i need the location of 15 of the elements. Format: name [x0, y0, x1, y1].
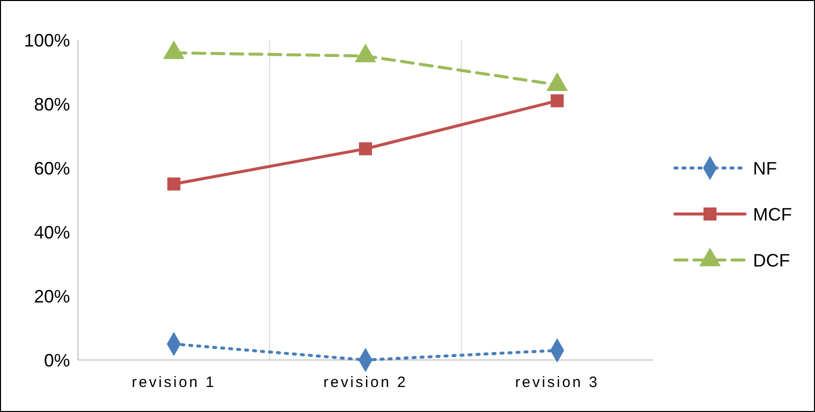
- y-tick-label: 80%: [34, 94, 70, 114]
- point: [163, 40, 185, 60]
- point: [354, 44, 376, 62]
- legend-label: MCF: [753, 204, 792, 224]
- legend-label: NF: [753, 158, 777, 178]
- y-tick-label: 60%: [34, 158, 70, 178]
- x-tick-label: revision 1: [132, 374, 216, 391]
- point: [546, 72, 568, 92]
- y-tick-label: 40%: [34, 222, 70, 242]
- legend-label: DCF: [753, 250, 790, 270]
- x-tick-label: revision 2: [323, 374, 408, 391]
- y-tick-label: 100%: [24, 30, 70, 50]
- x-tick-label: revision 3: [515, 374, 600, 391]
- y-tick-label: 0%: [44, 350, 70, 370]
- y-tick-label: 20%: [34, 286, 70, 306]
